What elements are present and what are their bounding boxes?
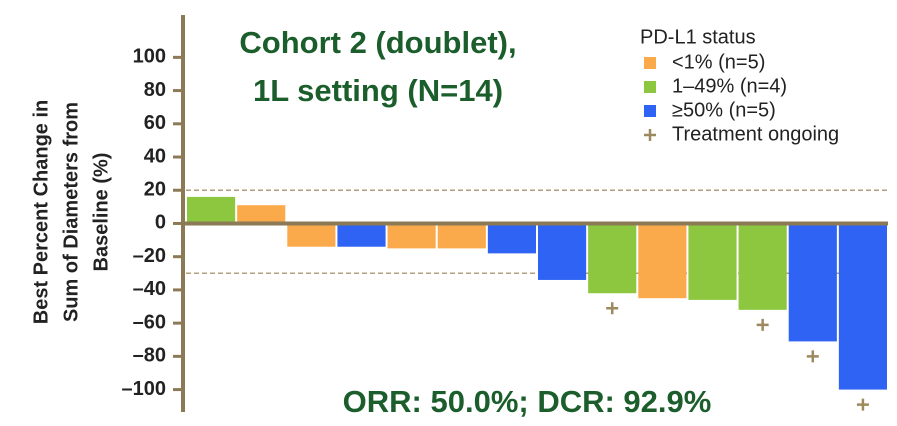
bar (237, 205, 286, 224)
y-axis-label-line: Baseline (%) (90, 153, 112, 272)
y-axis-label-line: Best Percent Change in (30, 100, 52, 325)
legend-marker (644, 129, 656, 141)
y-tick-label: –40 (133, 278, 166, 300)
annotation: ORR: 50.0%; DCR: 92.9% (343, 384, 712, 419)
y-tick-label: 80 (144, 79, 166, 101)
y-axis-label-line: Sum of Diameters from (60, 102, 82, 322)
bar (337, 223, 386, 247)
legend-label: Treatment ongoing (672, 123, 839, 145)
y-tick-label: –100 (122, 378, 167, 400)
legend-swatch (644, 81, 656, 93)
bar (487, 223, 536, 254)
bar (688, 223, 737, 300)
ongoing-marker (806, 350, 819, 363)
y-tick-label: –80 (133, 345, 166, 367)
bar (187, 196, 236, 224)
bar (638, 223, 687, 299)
ongoing-marker (756, 318, 769, 331)
bar (838, 223, 887, 390)
y-axis-label: Best Percent Change in Sum of Diameters … (30, 100, 112, 325)
chart-title: 1L setting (N=14) (253, 73, 503, 108)
y-tick-label: 60 (144, 112, 166, 134)
bar (738, 223, 787, 310)
y-tick-label: –60 (133, 311, 166, 333)
y-tick-label: –20 (133, 245, 166, 267)
y-tick-label: 20 (144, 179, 166, 201)
chart-title: Cohort 2 (doublet), (239, 25, 516, 60)
bar (588, 223, 637, 294)
y-tick-label: 40 (144, 145, 166, 167)
legend-label: ≥50% (n=5) (672, 99, 776, 121)
bar (437, 223, 486, 249)
bar (538, 223, 587, 280)
y-tick-label: 0 (155, 212, 166, 234)
bar (387, 223, 436, 249)
ongoing-marker (606, 302, 619, 315)
y-tick-label: 100 (133, 46, 166, 68)
legend-swatch (644, 57, 656, 69)
legend-label: <1% (n=5) (672, 51, 765, 73)
bar (287, 223, 336, 247)
legend-title: PD-L1 status (640, 26, 756, 48)
bar (788, 223, 837, 342)
legend-label: 1–49% (n=4) (672, 75, 787, 97)
ongoing-marker (856, 398, 869, 411)
legend-swatch (644, 105, 656, 117)
